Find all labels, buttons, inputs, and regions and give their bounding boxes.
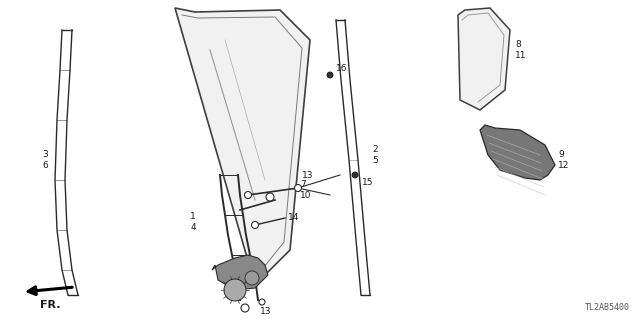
- Polygon shape: [175, 8, 310, 285]
- Circle shape: [327, 72, 333, 78]
- Text: 9
12: 9 12: [558, 150, 570, 170]
- Circle shape: [252, 221, 259, 228]
- Text: 7
10: 7 10: [300, 180, 312, 200]
- Circle shape: [224, 279, 246, 301]
- Polygon shape: [480, 125, 555, 180]
- Text: 3
6: 3 6: [42, 150, 48, 170]
- Circle shape: [294, 185, 301, 191]
- Polygon shape: [458, 8, 510, 110]
- Text: 13: 13: [260, 308, 271, 316]
- Text: 2
5: 2 5: [372, 145, 378, 165]
- Circle shape: [352, 172, 358, 178]
- Circle shape: [241, 304, 249, 312]
- Text: 14: 14: [288, 213, 300, 222]
- Polygon shape: [212, 255, 268, 290]
- Circle shape: [245, 271, 259, 285]
- Circle shape: [244, 191, 252, 198]
- Circle shape: [259, 299, 265, 305]
- Text: 16: 16: [336, 63, 348, 73]
- Text: 8
11: 8 11: [515, 40, 527, 60]
- Text: 15: 15: [362, 178, 374, 187]
- Text: 13: 13: [302, 171, 314, 180]
- Text: TL2AB5400: TL2AB5400: [585, 303, 630, 312]
- Text: FR.: FR.: [40, 300, 60, 310]
- Text: 1
4: 1 4: [190, 212, 196, 232]
- Circle shape: [266, 193, 274, 201]
